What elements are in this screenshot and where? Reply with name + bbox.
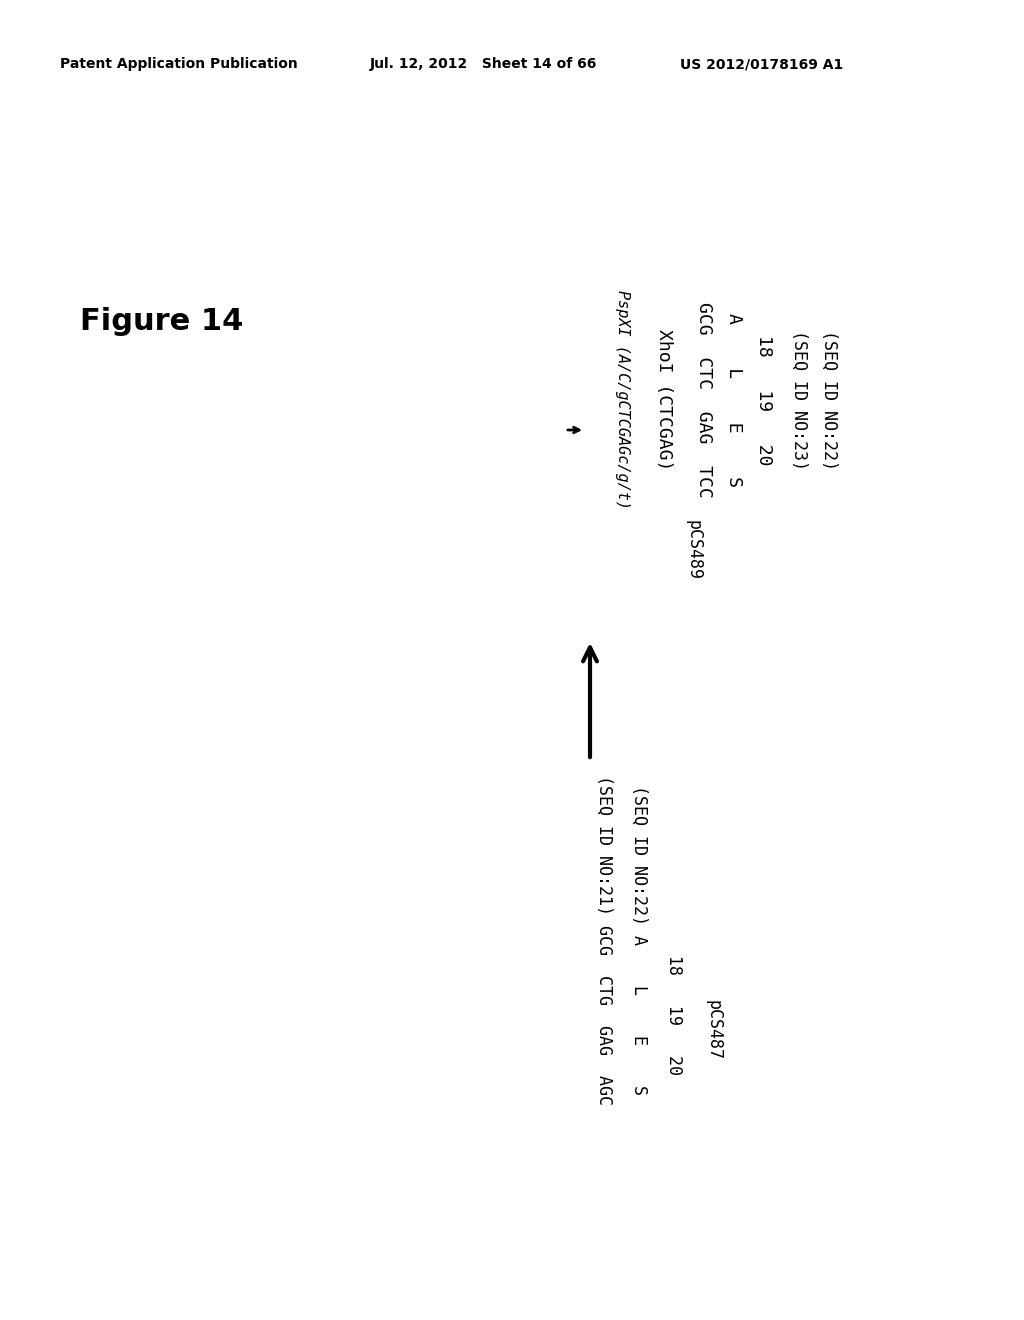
Text: Figure 14: Figure 14 — [80, 308, 244, 337]
Text: pCS487: pCS487 — [705, 1001, 723, 1060]
Text: 18   19   20: 18 19 20 — [665, 805, 683, 1074]
Text: (SEQ ID NO:22): (SEQ ID NO:22) — [820, 330, 838, 470]
Text: (SEQ ID NO:21) GCG  CTG  GAG  AGC: (SEQ ID NO:21) GCG CTG GAG AGC — [595, 775, 613, 1105]
Text: A    L    E    S: A L E S — [725, 313, 743, 487]
Text: PspXI (A/C/gCTCGAGc/g/t): PspXI (A/C/gCTCGAGc/g/t) — [615, 290, 630, 510]
Text: Jul. 12, 2012   Sheet 14 of 66: Jul. 12, 2012 Sheet 14 of 66 — [370, 57, 597, 71]
Text: 18   19   20: 18 19 20 — [755, 335, 773, 465]
Text: US 2012/0178169 A1: US 2012/0178169 A1 — [680, 57, 843, 71]
Text: pCS489: pCS489 — [685, 520, 703, 579]
Text: (SEQ ID NO:22) A    L    E    S: (SEQ ID NO:22) A L E S — [630, 785, 648, 1096]
Text: XhoI (CTCGAG): XhoI (CTCGAG) — [655, 329, 673, 471]
Text: GCG  CTC  GAG  TCC: GCG CTC GAG TCC — [695, 302, 713, 498]
Text: (SEQ ID NO:23): (SEQ ID NO:23) — [790, 330, 808, 470]
Text: Patent Application Publication: Patent Application Publication — [60, 57, 298, 71]
